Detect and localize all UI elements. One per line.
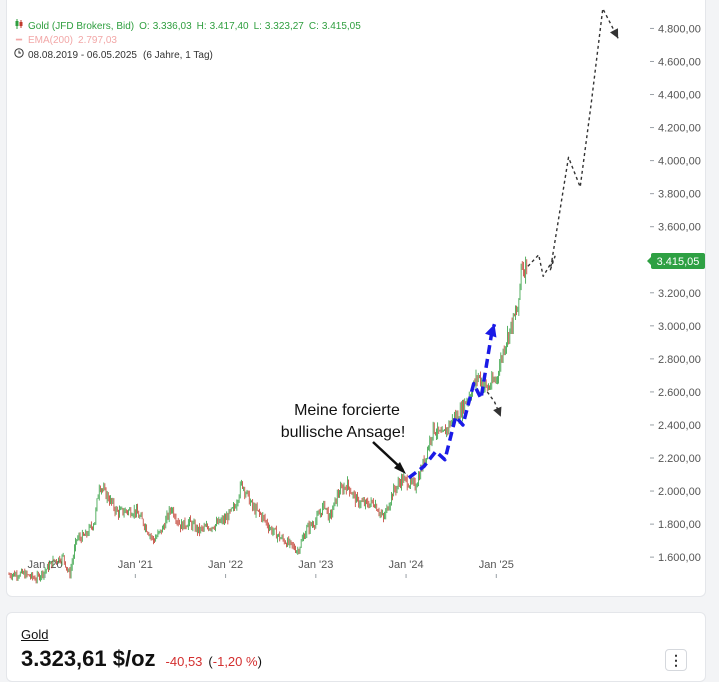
legend-low: 3.323,27 [264,20,304,32]
legend-instrument: Gold (JFD Brokers, Bid) [28,20,135,32]
y-axis: 1.600,00 1.800,00 2.000,00 2.200,00 2.400,00… [650,23,701,564]
chart-card: 1.600,00 1.800,00 2.000,00 2.200,00 2.400,00… [6,0,706,597]
clock-icon [13,48,25,63]
x-tick-label: Jan '24 [388,559,423,571]
candlestick-icon [13,19,25,34]
y-tick-label: 2.600,00 [658,387,701,399]
y-tick-label: 4.400,00 [658,90,701,102]
x-axis: Jan '20 Jan '21 Jan '22 Jan '23 Jan '24 Jan '… [28,559,514,578]
legend-ema-label: EMA(200) [28,35,74,46]
price-series [8,256,528,584]
y-tick-label: 1.800,00 [658,519,701,531]
quote-change: -40,53 [165,654,203,669]
legend-ema-value: 2.797,03 [78,35,117,46]
y-tick-label: 4.800,00 [658,23,701,35]
y-tick-label: 3.200,00 [658,288,701,300]
more-options-button[interactable]: ⋮ [665,649,687,671]
instrument-link[interactable]: Gold [21,627,49,642]
x-tick-label: Jan '20 [28,559,63,571]
y-tick-label: 2.200,00 [658,453,701,465]
quote-row: 3.323,61 $/oz -40,53 (-1,20 %) [21,646,262,672]
x-tick-label: Jan '21 [118,559,153,571]
legend-low-label: L: [253,20,262,32]
forecast-black-short-path [486,391,502,417]
legend-ohlc: Gold (JFD Brokers, Bid) O: 3.336,03 H: 3… [13,19,361,34]
legend-span: (6 Jahre, 1 Tag) [142,49,213,61]
more-vertical-icon: ⋮ [669,651,683,668]
last-price-badge: 3.415,05 [647,253,705,269]
y-tick-label: 3.000,00 [658,321,701,333]
y-tick-label: 2.400,00 [658,420,701,432]
y-tick-label: 1.600,00 [658,552,701,564]
legend-close: 3.415,05 [321,20,361,32]
legend-open-label: O: [139,20,150,32]
legend-range: 08.08.2019 - 06.05.2025 (6 Jahre, 1 Tag) [13,48,361,63]
forecast-black-path-arrow [609,28,619,39]
forecast-blue-path-arrow [485,324,497,338]
quote-price: 3.323,61 $/oz [21,646,156,671]
quote-change-percent: (-1,20 %) [208,654,262,669]
forecast-blue-path [407,323,497,480]
annotation: Meine forcierte bullische Ansage! [281,402,406,474]
x-tick-label: Jan '23 [298,559,333,571]
legend-ema: ━ EMA(200) 2.797,03 [13,34,361,48]
forecast-black-short-path-arrow [493,406,502,417]
y-tick-label: 4.000,00 [658,156,701,168]
annotation-line-1: Meine forcierte [294,402,400,419]
quote-card: Gold 3.323,61 $/oz -40,53 (-1,20 %) ⋮ [6,612,706,682]
y-tick-label: 3.800,00 [658,189,701,201]
y-tick-label: 4.200,00 [658,123,701,135]
price-chart[interactable]: 1.600,00 1.800,00 2.000,00 2.200,00 2.400,00… [7,0,706,597]
annotation-arrow-head [394,462,406,474]
legend-high-label: H: [196,20,207,32]
legend-open: 3.336,03 [152,20,192,32]
legend-period: 08.08.2019 - 06.05.2025 [28,49,137,61]
x-tick-label: Jan '25 [479,559,514,571]
y-tick-label: 3.600,00 [658,222,701,234]
last-price-value: 3.415,05 [657,256,700,268]
chart-legend: Gold (JFD Brokers, Bid) O: 3.336,03 H: 3… [13,19,361,63]
annotation-line-2: bullische Ansage! [281,424,406,441]
forecast-black-path [527,7,619,277]
y-tick-label: 2.800,00 [658,354,701,366]
y-tick-label: 4.600,00 [658,56,701,68]
legend-close-label: C: [308,20,319,32]
y-tick-label: 2.000,00 [658,486,701,498]
ema-line-icon: ━ [15,35,23,46]
x-tick-label: Jan '22 [208,559,243,571]
forecast-series [407,7,619,480]
legend-high: 3.417,40 [209,20,249,32]
